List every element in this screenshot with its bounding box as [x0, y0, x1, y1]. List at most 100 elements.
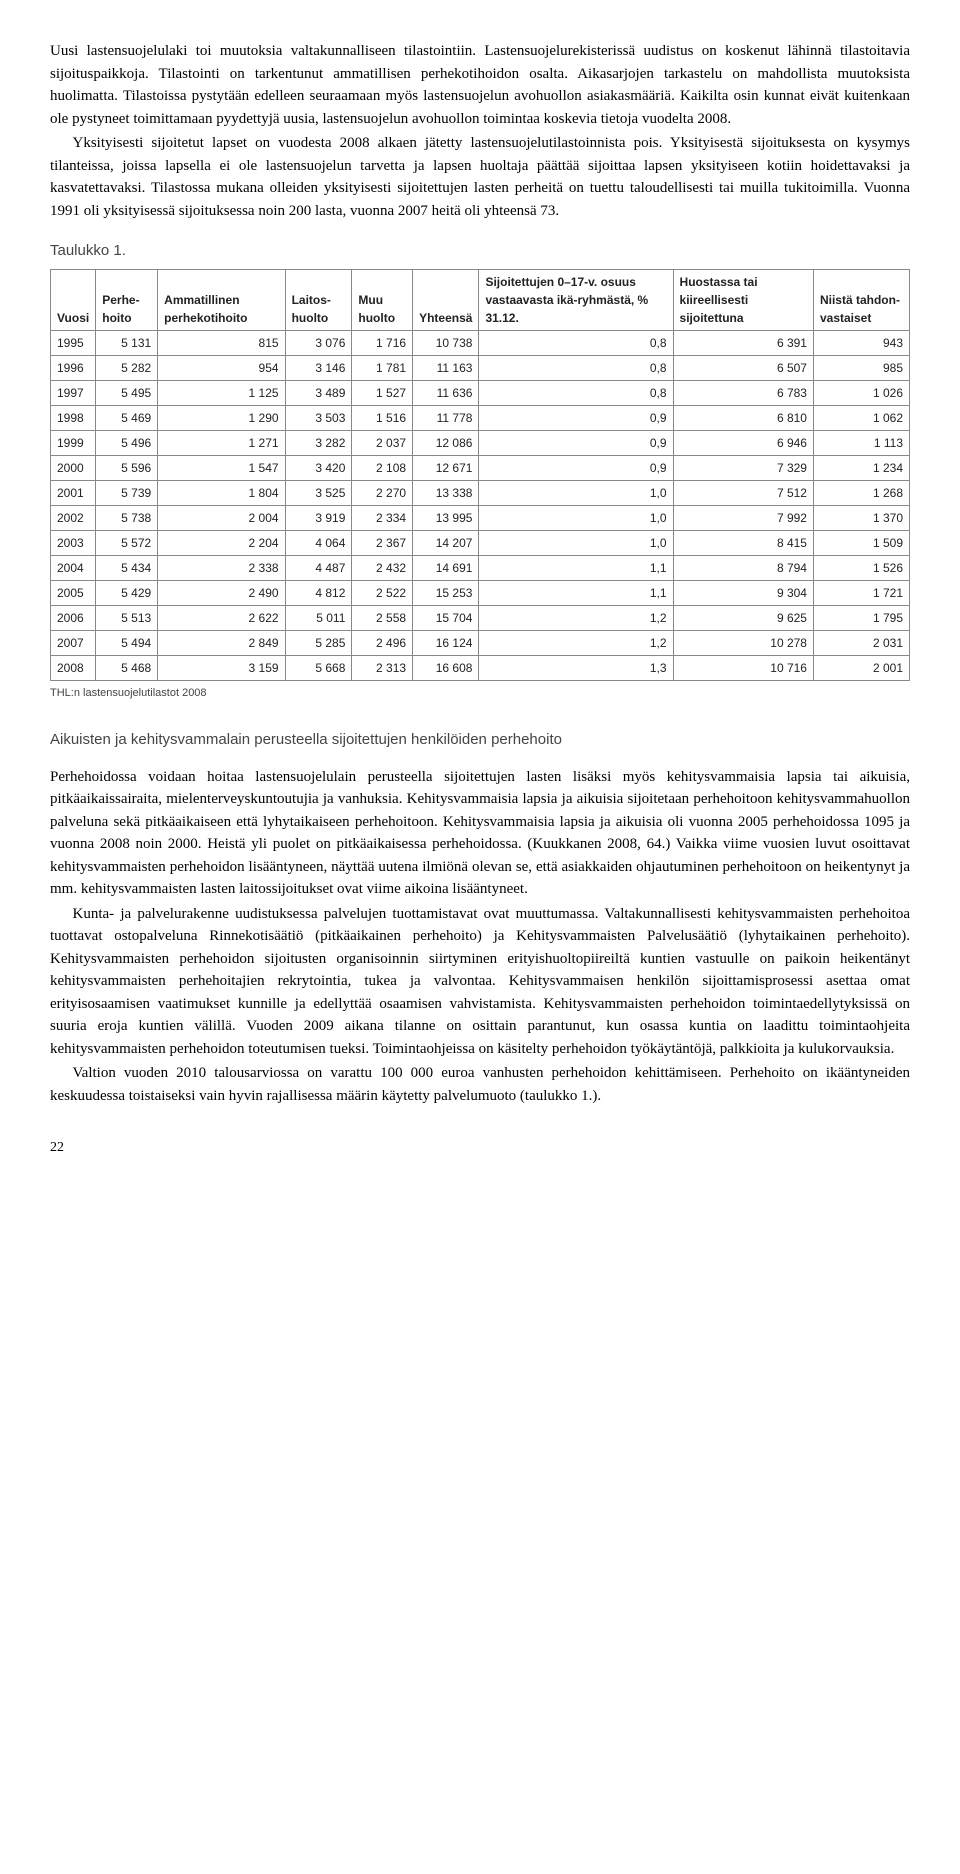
table-cell: 11 163 — [413, 355, 479, 380]
table-cell: 2 031 — [813, 630, 909, 655]
table-cell: 10 278 — [673, 630, 813, 655]
table-cell: 5 469 — [96, 405, 158, 430]
table-cell: 0,9 — [479, 455, 673, 480]
table-cell: 1 271 — [158, 430, 285, 455]
table-cell: 6 391 — [673, 330, 813, 355]
table-cell: 1,3 — [479, 655, 673, 680]
table-title: Taulukko 1. — [50, 240, 910, 263]
table-cell: 8 415 — [673, 530, 813, 555]
table-footnote: THL:n lastensuojelutilastot 2008 — [50, 685, 910, 702]
paragraph-2: Yksityisesti sijoitetut lapset on vuodes… — [50, 132, 910, 222]
table-cell: 7 992 — [673, 505, 813, 530]
table-header-cell: Sijoitettujen 0–17-v. osuus vastaavasta … — [479, 269, 673, 330]
table-cell: 13 338 — [413, 480, 479, 505]
table-header-cell: Yhteensä — [413, 269, 479, 330]
table-cell: 1 527 — [352, 380, 413, 405]
table-cell: 6 946 — [673, 430, 813, 455]
section-heading: Aikuisten ja kehitysvammalain perusteell… — [50, 729, 910, 752]
table-row: 20015 7391 8043 5252 27013 3381,07 5121 … — [51, 480, 910, 505]
table-cell: 9 304 — [673, 580, 813, 605]
table-header-cell: Muu huolto — [352, 269, 413, 330]
table-cell: 2 037 — [352, 430, 413, 455]
table-row: 20025 7382 0043 9192 33413 9951,07 9921 … — [51, 505, 910, 530]
table-header-cell: Perhe-hoito — [96, 269, 158, 330]
table-header-cell: Huostassa tai kiireellisesti sijoitettun… — [673, 269, 813, 330]
table-row: 19965 2829543 1461 78111 1630,86 507985 — [51, 355, 910, 380]
table-cell: 1,0 — [479, 480, 673, 505]
table-cell: 4 487 — [285, 555, 352, 580]
table-cell: 5 596 — [96, 455, 158, 480]
table-cell: 5 282 — [96, 355, 158, 380]
table-cell: 11 778 — [413, 405, 479, 430]
table-cell: 0,9 — [479, 405, 673, 430]
table-cell: 1 804 — [158, 480, 285, 505]
table-cell: 2005 — [51, 580, 96, 605]
table-cell: 5 738 — [96, 505, 158, 530]
table-cell: 2 522 — [352, 580, 413, 605]
table-cell: 2001 — [51, 480, 96, 505]
table-cell: 2007 — [51, 630, 96, 655]
table-cell: 16 124 — [413, 630, 479, 655]
table-cell: 3 076 — [285, 330, 352, 355]
table-cell: 6 783 — [673, 380, 813, 405]
table-cell: 1 516 — [352, 405, 413, 430]
table-cell: 2 204 — [158, 530, 285, 555]
table-cell: 6 507 — [673, 355, 813, 380]
paragraph-1: Uusi lastensuojelulaki toi muutoksia val… — [50, 40, 910, 130]
table-cell: 1 547 — [158, 455, 285, 480]
table-cell: 2 270 — [352, 480, 413, 505]
table-cell: 2 367 — [352, 530, 413, 555]
table-cell: 9 625 — [673, 605, 813, 630]
table-cell: 3 159 — [158, 655, 285, 680]
table-cell: 1,0 — [479, 505, 673, 530]
table-row: 20035 5722 2044 0642 36714 2071,08 4151 … — [51, 530, 910, 555]
table-cell: 5 572 — [96, 530, 158, 555]
table-cell: 8 794 — [673, 555, 813, 580]
table-cell: 954 — [158, 355, 285, 380]
table-cell: 0,8 — [479, 380, 673, 405]
table-cell: 3 503 — [285, 405, 352, 430]
table-cell: 5 496 — [96, 430, 158, 455]
paragraph-3: Perhehoidossa voidaan hoitaa lastensuoje… — [50, 766, 910, 901]
table-header-cell: Niistä tahdon-vastaiset — [813, 269, 909, 330]
table-cell: 3 282 — [285, 430, 352, 455]
table-cell: 1 716 — [352, 330, 413, 355]
table-cell: 1,1 — [479, 580, 673, 605]
table-cell: 2 432 — [352, 555, 413, 580]
table-cell: 2 496 — [352, 630, 413, 655]
table-cell: 15 704 — [413, 605, 479, 630]
table-cell: 14 691 — [413, 555, 479, 580]
table-cell: 1 290 — [158, 405, 285, 430]
paragraph-5: Valtion vuoden 2010 talousarviossa on va… — [50, 1062, 910, 1107]
table-header-row: VuosiPerhe-hoitoAmmatillinen perhekotiho… — [51, 269, 910, 330]
table-cell: 5 494 — [96, 630, 158, 655]
table-cell: 2002 — [51, 505, 96, 530]
table-cell: 3 489 — [285, 380, 352, 405]
table-cell: 10 716 — [673, 655, 813, 680]
table-cell: 1 721 — [813, 580, 909, 605]
data-table: VuosiPerhe-hoitoAmmatillinen perhekotiho… — [50, 269, 910, 681]
table-cell: 2000 — [51, 455, 96, 480]
table-cell: 1999 — [51, 430, 96, 455]
table-cell: 2 313 — [352, 655, 413, 680]
table-cell: 1 234 — [813, 455, 909, 480]
table-cell: 6 810 — [673, 405, 813, 430]
table-row: 20075 4942 8495 2852 49616 1241,210 2782… — [51, 630, 910, 655]
table-header-cell: Vuosi — [51, 269, 96, 330]
table-row: 20045 4342 3384 4872 43214 6911,18 7941 … — [51, 555, 910, 580]
table-cell: 2 338 — [158, 555, 285, 580]
table-cell: 2008 — [51, 655, 96, 680]
table-cell: 14 207 — [413, 530, 479, 555]
table-row: 19985 4691 2903 5031 51611 7780,96 8101 … — [51, 405, 910, 430]
table-cell: 1,1 — [479, 555, 673, 580]
table-cell: 2 558 — [352, 605, 413, 630]
table-row: 20085 4683 1595 6682 31316 6081,310 7162… — [51, 655, 910, 680]
table-row: 20065 5132 6225 0112 55815 7041,29 6251 … — [51, 605, 910, 630]
table-cell: 0,8 — [479, 330, 673, 355]
table-cell: 1,2 — [479, 605, 673, 630]
table-cell: 5 429 — [96, 580, 158, 605]
table-cell: 15 253 — [413, 580, 479, 605]
paragraph-4: Kunta- ja palvelurakenne uudistuksessa p… — [50, 903, 910, 1061]
table-body: 19955 1318153 0761 71610 7380,86 3919431… — [51, 330, 910, 680]
table-cell: 2006 — [51, 605, 96, 630]
